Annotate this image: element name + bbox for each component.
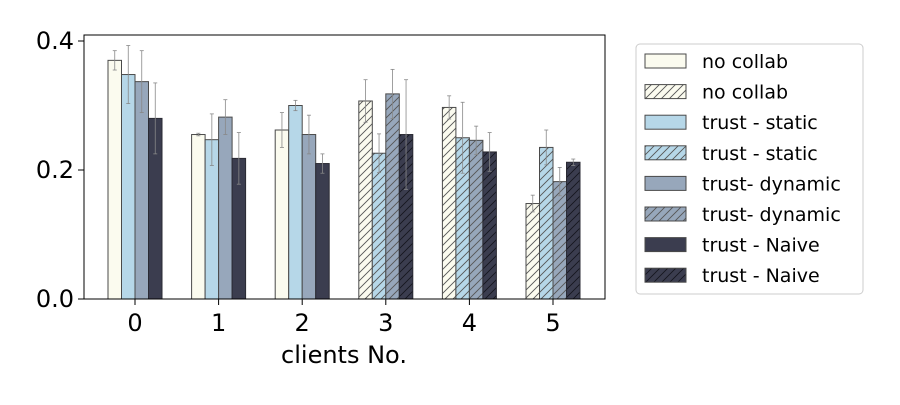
y-tick-label-0.2: 0.2 — [36, 156, 74, 184]
y-tick-label-0.4: 0.4 — [36, 27, 74, 55]
x-axis: 0 1 2 3 4 5 — [127, 299, 561, 337]
legend-swatch — [644, 84, 687, 100]
x-axis-label: clients No. — [281, 341, 407, 369]
legend-label: trust - Naive — [702, 265, 820, 287]
error-bar-trust-naive-client-0 — [153, 82, 158, 155]
legend-entry: trust- dynamic — [644, 173, 841, 195]
legend-box — [635, 43, 864, 295]
legend-swatch — [644, 175, 687, 191]
bar-no-collab-client-2 — [274, 129, 290, 300]
legend-label: trust - Naive — [702, 235, 820, 257]
legend-entry: trust - static — [644, 112, 818, 134]
bar-no-collab-hatched-client-4 — [441, 106, 457, 300]
error-bar-trust-naive-client-1 — [236, 132, 241, 185]
bar-trust-naive-hatched-client-5 — [566, 161, 581, 300]
error-bar-trust-naive-hatched-client-4 — [487, 132, 492, 172]
legend-swatch — [644, 267, 687, 283]
bar-trust-dynamic-hatched-client-3 — [385, 93, 400, 300]
error-bar-trust-naive-hatched-client-5 — [571, 158, 576, 166]
bar-trust-dynamic-client-0 — [134, 81, 149, 300]
error-bar-trust-static-hatched-client-5 — [544, 129, 549, 166]
bar-trust-naive-hatched-client-4 — [482, 151, 497, 300]
legend-swatch — [644, 145, 687, 161]
legend-label: no collab — [702, 82, 788, 104]
legend-label: trust - static — [702, 143, 818, 165]
bar-trust-dynamic-hatched-client-5 — [552, 181, 567, 300]
legend-entry: trust - Naive — [644, 265, 820, 287]
plot-frame — [83, 34, 606, 300]
error-bar-trust-static-client-2 — [293, 99, 298, 112]
error-bar-no-collab-hatched-client-3 — [363, 79, 368, 123]
error-bar-trust-dynamic-client-1 — [223, 99, 228, 135]
y-axis: 0.0 0.2 0.4 — [36, 27, 84, 313]
legend-swatch — [644, 237, 687, 253]
x-tick-label-5: 5 — [545, 309, 560, 337]
x-tick-label-3: 3 — [378, 309, 393, 337]
legend: no collab no collab trust - static trust - … — [635, 43, 864, 295]
bar-no-collab-client-1 — [191, 134, 206, 300]
error-bar-no-collab-client-0 — [112, 50, 117, 71]
bar-trust-static-hatched-client-5 — [539, 146, 554, 300]
legend-swatch — [644, 114, 687, 130]
legend-swatch — [644, 206, 687, 222]
x-tick-label-2: 2 — [295, 309, 310, 337]
legend-entry: trust - static — [644, 143, 818, 165]
error-bar-no-collab-client-2 — [279, 112, 284, 148]
error-bar-no-collab-client-1 — [196, 132, 201, 137]
bar-trust-static-client-0 — [121, 74, 136, 300]
x-tick-label-1: 1 — [211, 309, 226, 337]
bar-trust-dynamic-client-2 — [301, 134, 317, 300]
x-tick-label-4: 4 — [462, 309, 477, 337]
error-bar-trust-dynamic-client-2 — [306, 114, 311, 155]
error-bar-trust-dynamic-client-0 — [139, 50, 144, 113]
bar-trust-dynamic-client-1 — [218, 116, 233, 300]
legend-swatch — [644, 53, 687, 69]
error-bar-trust-static-client-0 — [126, 45, 131, 104]
error-bar-trust-dynamic-hatched-client-3 — [390, 68, 395, 119]
legend-entry: no collab — [644, 51, 788, 73]
bar-no-collab-client-0 — [107, 59, 122, 300]
error-bar-trust-naive-hatched-client-3 — [404, 79, 409, 190]
error-bar-trust-static-client-1 — [209, 113, 214, 166]
error-bar-trust-static-hatched-client-4 — [460, 101, 465, 174]
legend-entry: trust- dynamic — [644, 204, 841, 226]
bar-trust-dynamic-hatched-client-4 — [468, 139, 484, 300]
legend-entry: trust - Naive — [644, 235, 820, 257]
error-bar-trust-static-hatched-client-3 — [377, 133, 382, 173]
x-tick-label-0: 0 — [127, 309, 142, 337]
legend-entry: no collab — [644, 82, 788, 104]
bar-trust-static-client-2 — [288, 105, 303, 300]
legend-label: trust- dynamic — [702, 204, 841, 226]
error-bar-trust-dynamic-hatched-client-5 — [557, 167, 562, 197]
bar-no-collab-hatched-client-3 — [358, 100, 373, 300]
legend-label: no collab — [702, 51, 788, 73]
error-bar-trust-dynamic-hatched-client-4 — [474, 125, 479, 155]
bars-layer — [107, 59, 581, 300]
y-tick-label-0.0: 0.0 — [36, 285, 74, 313]
bar-trust-static-hatched-client-3 — [371, 152, 387, 300]
error-bar-no-collab-hatched-client-5 — [530, 194, 535, 213]
bar-no-collab-hatched-client-5 — [525, 203, 540, 300]
bar-trust-naive-client-2 — [315, 163, 330, 300]
error-bar-trust-naive-client-2 — [320, 153, 325, 174]
error-bars-layer — [112, 45, 576, 213]
legend-label: trust - static — [702, 112, 818, 134]
legend-label: trust- dynamic — [702, 173, 841, 195]
error-bar-no-collab-hatched-client-4 — [447, 95, 452, 120]
